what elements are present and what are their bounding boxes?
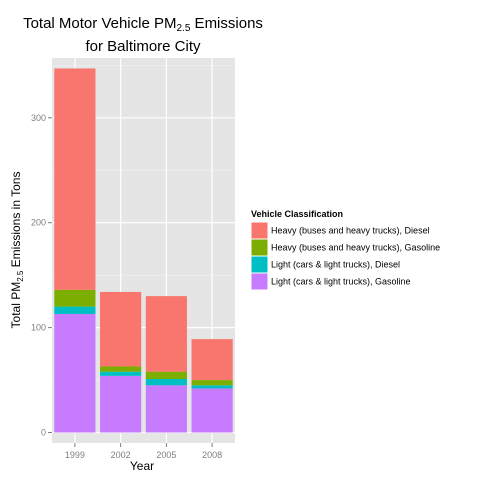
- x-tick-label: 2008: [202, 450, 222, 460]
- bar-segment: [54, 68, 96, 290]
- y-axis-title: Total PM2.5 Emissions in Tons: [9, 172, 25, 329]
- bar-segment: [100, 291, 142, 367]
- legend-label: Heavy (buses and heavy trucks), Diesel: [271, 226, 430, 236]
- bar-segment: [54, 289, 96, 307]
- legend-key: [250, 255, 269, 274]
- legend: Heavy (buses and heavy trucks), Diesel He…: [250, 221, 440, 291]
- bar-segment: [191, 388, 233, 433]
- bars: [54, 68, 233, 433]
- y-tick-label: 0: [41, 428, 46, 438]
- x-axis-ticks: 1999 2002 2005 2008: [65, 443, 222, 460]
- chart-title-line-1: Total Motor Vehicle PM2.5 Emissions: [23, 15, 263, 34]
- bar-segment: [191, 385, 233, 389]
- y-tick-label: 100: [31, 323, 46, 333]
- legend-title: Vehicle Classification: [251, 209, 343, 219]
- y-axis-title-subscript: 2.5: [16, 270, 25, 282]
- x-tick-label: 1999: [65, 450, 85, 460]
- y-tick-label: 200: [31, 218, 46, 228]
- bar-segment: [145, 385, 187, 433]
- y-tick-label: 300: [31, 113, 46, 123]
- bar-segment: [100, 375, 142, 433]
- bar-segment: [191, 339, 233, 381]
- legend-key: [250, 238, 269, 257]
- legend-label: Light (cars & light trucks), Gasoline: [271, 277, 411, 287]
- chart-title-subscript: 2.5: [176, 23, 190, 34]
- x-axis-title: Year: [130, 459, 154, 473]
- legend-key: [250, 221, 269, 240]
- x-tick-label: 2005: [156, 450, 176, 460]
- legend-label: Light (cars & light trucks), Diesel: [271, 260, 400, 270]
- legend-label: Heavy (buses and heavy trucks), Gasoline: [271, 243, 440, 253]
- bar-segment: [145, 371, 187, 380]
- y-axis-ticks: 0 100 200 300: [31, 113, 52, 438]
- bar-segment: [54, 313, 96, 433]
- bar-segment: [145, 296, 187, 372]
- bar-segment: [145, 379, 187, 386]
- chart-title-line-2: for Baltimore City: [85, 38, 201, 55]
- x-tick-label: 2002: [111, 450, 131, 460]
- bar-segment: [54, 306, 96, 314]
- bar-segment: [191, 380, 233, 386]
- bar-segment: [100, 371, 142, 376]
- bar-segment: [100, 366, 142, 372]
- legend-key: [250, 272, 269, 291]
